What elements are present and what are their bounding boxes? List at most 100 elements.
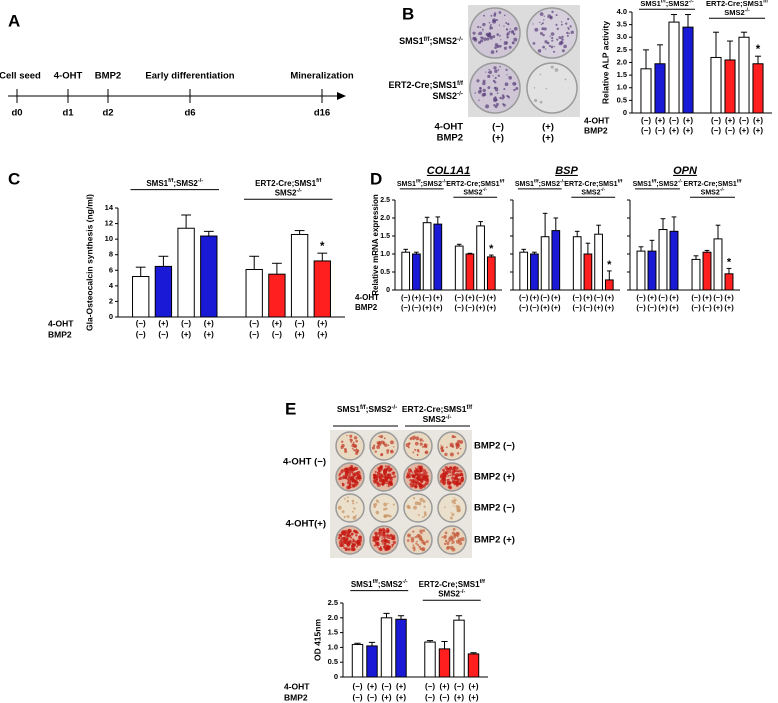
well-stain bbox=[412, 497, 416, 500]
well-stain bbox=[515, 87, 519, 90]
well-stain bbox=[391, 546, 394, 548]
well-stain bbox=[544, 40, 548, 44]
well-stain bbox=[486, 37, 490, 41]
well-stain bbox=[555, 14, 558, 17]
well-stain bbox=[562, 39, 564, 41]
genotype-text: ;SMS2 bbox=[366, 404, 392, 414]
well-stain bbox=[456, 474, 459, 477]
well-stain bbox=[504, 82, 509, 87]
well-stain bbox=[409, 437, 413, 441]
genotype-text: ERT2-Cre;SMS1 bbox=[564, 181, 617, 188]
well-stain bbox=[452, 443, 454, 446]
well-stain bbox=[393, 475, 396, 478]
well-stain bbox=[416, 534, 420, 538]
treatment-label: (−) bbox=[422, 293, 432, 302]
treatment-label: (+) bbox=[753, 126, 763, 135]
y-tick-label: 14 bbox=[105, 203, 114, 212]
well-stain bbox=[338, 474, 341, 477]
treatment-label: (+) bbox=[422, 303, 432, 312]
genotype-superscript: -/- bbox=[745, 8, 750, 14]
well-stain bbox=[454, 436, 457, 438]
genotype-superscript: f/f bbox=[737, 179, 742, 185]
row-group-label: 4-OHT (−) bbox=[283, 457, 326, 468]
y-tick-label: 8 bbox=[109, 250, 113, 259]
genotype-superscript: -/- bbox=[402, 580, 407, 586]
well-stain bbox=[376, 539, 379, 542]
bar bbox=[702, 251, 712, 291]
well-stain bbox=[416, 540, 418, 543]
well-stain bbox=[456, 535, 459, 538]
timeline-day: d16 bbox=[314, 108, 330, 119]
well-stain bbox=[378, 477, 380, 480]
genotype-text: ;SMS2 bbox=[378, 580, 403, 589]
well-stain bbox=[496, 92, 499, 95]
well-stain bbox=[424, 513, 427, 516]
treatment-label: (−) bbox=[401, 293, 411, 302]
genotype-label: ERT2-Cre;SMS1f/f bbox=[419, 580, 485, 589]
well-stain bbox=[351, 486, 353, 488]
bar bbox=[454, 245, 464, 291]
well-stain bbox=[480, 39, 484, 43]
well-stain bbox=[382, 470, 387, 475]
treatment-label: (−) bbox=[573, 303, 583, 312]
well-stain bbox=[377, 531, 380, 535]
well-stain bbox=[461, 476, 464, 479]
treatment-label: (−) bbox=[725, 126, 735, 135]
genotype-label: SMS1f/f;SMS2-/- bbox=[337, 404, 397, 414]
well-stain bbox=[417, 473, 421, 477]
well-stain bbox=[339, 534, 343, 537]
well-stain bbox=[407, 534, 410, 537]
bar bbox=[476, 225, 485, 291]
well-stain bbox=[487, 71, 490, 74]
well-stain bbox=[412, 530, 415, 533]
treatment-name: 4-OHT bbox=[48, 318, 74, 328]
row-label: BMP2 (+) bbox=[474, 535, 515, 546]
genotype-text: SMS2 bbox=[724, 8, 744, 17]
treatment-name: BMP2 bbox=[437, 133, 463, 144]
bar bbox=[200, 235, 218, 318]
well-stain bbox=[422, 529, 425, 532]
treatment-label: (−) bbox=[641, 116, 651, 125]
well-stain bbox=[513, 88, 516, 92]
well-stain bbox=[453, 465, 457, 470]
genotype-superscript: -/- bbox=[446, 415, 452, 421]
well-stain bbox=[497, 74, 500, 77]
chart-title: BSP bbox=[555, 165, 578, 177]
well-stain bbox=[420, 469, 423, 472]
well-stain bbox=[508, 75, 512, 80]
y-tick-label: 0 bbox=[386, 287, 390, 294]
well-stain bbox=[490, 14, 493, 17]
treatment-label: (−) bbox=[465, 303, 475, 312]
well-stain bbox=[423, 515, 426, 518]
well-stain bbox=[505, 41, 508, 44]
well-stain bbox=[419, 537, 423, 541]
well-stain bbox=[350, 536, 353, 539]
well-stain bbox=[412, 451, 415, 454]
bar bbox=[177, 227, 195, 318]
well-stain bbox=[488, 70, 493, 74]
well-stain bbox=[446, 468, 450, 472]
well-stain bbox=[500, 39, 502, 41]
well-stain bbox=[497, 69, 500, 71]
genotype-superscript: -/- bbox=[457, 36, 463, 43]
well-stain bbox=[492, 18, 497, 23]
well-stain bbox=[382, 534, 386, 538]
well-stain bbox=[563, 44, 567, 49]
well-stain bbox=[459, 447, 462, 450]
well-stain bbox=[492, 35, 496, 39]
well-stain bbox=[492, 75, 494, 77]
well-stain bbox=[550, 65, 554, 69]
well-stain bbox=[488, 21, 491, 24]
well-stain bbox=[374, 450, 377, 453]
well-stain bbox=[420, 479, 424, 484]
chart-title: COL1A1 bbox=[427, 165, 470, 177]
well-stain bbox=[355, 451, 359, 455]
bar bbox=[594, 233, 603, 291]
well-stain bbox=[387, 444, 390, 447]
well-stain bbox=[377, 445, 379, 448]
well-stain bbox=[447, 475, 450, 477]
well-stain bbox=[353, 479, 357, 483]
treatment-label: (−) bbox=[425, 682, 435, 691]
well-stain bbox=[383, 441, 386, 444]
y-tick-label: 0.5 bbox=[380, 269, 390, 276]
